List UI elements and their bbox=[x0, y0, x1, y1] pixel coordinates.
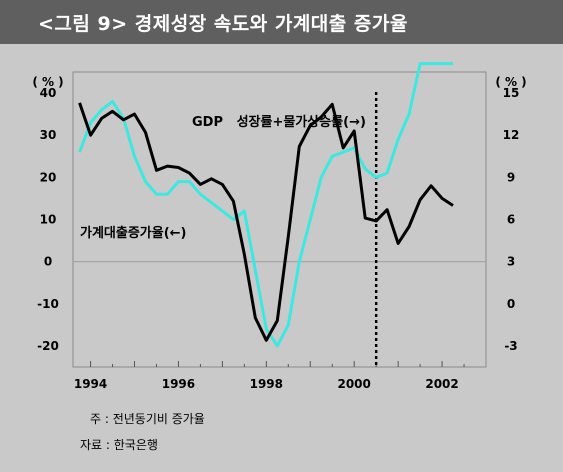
x-tick-label: 1996 bbox=[162, 377, 195, 391]
x-tick-label: 1998 bbox=[250, 377, 283, 391]
left-axis-unit: ( % ) bbox=[32, 75, 63, 89]
right-tick-label: 12 bbox=[503, 128, 520, 142]
note-source: 자료 : 한국은행 bbox=[80, 438, 158, 452]
chart-title: <그림 9> 경제성장 속도와 가계대출 증가율 bbox=[38, 13, 408, 35]
loan-series-line bbox=[78, 62, 453, 348]
right-tick-label: -3 bbox=[504, 339, 517, 353]
left-tick-label: 10 bbox=[40, 213, 57, 227]
right-tick-label: 0 bbox=[507, 297, 515, 311]
left-tick-label: -20 bbox=[37, 339, 59, 353]
left-tick-label: -10 bbox=[37, 297, 59, 311]
plot-area bbox=[72, 71, 487, 368]
title-bar: <그림 9> 경제성장 속도와 가계대출 증가율 bbox=[0, 0, 563, 44]
x-tick-label: 2002 bbox=[425, 377, 458, 391]
right-tick-label: 6 bbox=[507, 213, 515, 227]
series-group bbox=[78, 62, 454, 348]
right-axis: 15 12 9 6 3 0 -3 bbox=[503, 86, 520, 353]
gdp-annotation: GDP 성장률+물가상승률(→) bbox=[192, 114, 366, 130]
x-axis: 1994 1996 1998 2000 2002 bbox=[74, 361, 465, 391]
loan-annotation: 가계대출증가율(←) bbox=[80, 225, 187, 241]
x-tick-label: 2000 bbox=[337, 377, 370, 391]
left-tick-label: 30 bbox=[40, 128, 57, 142]
left-tick-label: 0 bbox=[44, 255, 52, 269]
right-tick-label: 15 bbox=[503, 86, 520, 100]
right-tick-label: 9 bbox=[507, 170, 515, 184]
left-axis: 40 30 20 10 0 -10 -20 bbox=[37, 86, 59, 353]
gdp-series-line bbox=[78, 102, 454, 342]
right-tick-label: 3 bbox=[507, 255, 515, 269]
note-period: 주 : 전년동기비 증가율 bbox=[90, 412, 205, 426]
x-tick-label: 1994 bbox=[74, 377, 107, 391]
left-tick-label: 20 bbox=[40, 170, 57, 184]
right-axis-unit: ( % ) bbox=[495, 75, 526, 89]
left-tick-label: 40 bbox=[40, 86, 57, 100]
